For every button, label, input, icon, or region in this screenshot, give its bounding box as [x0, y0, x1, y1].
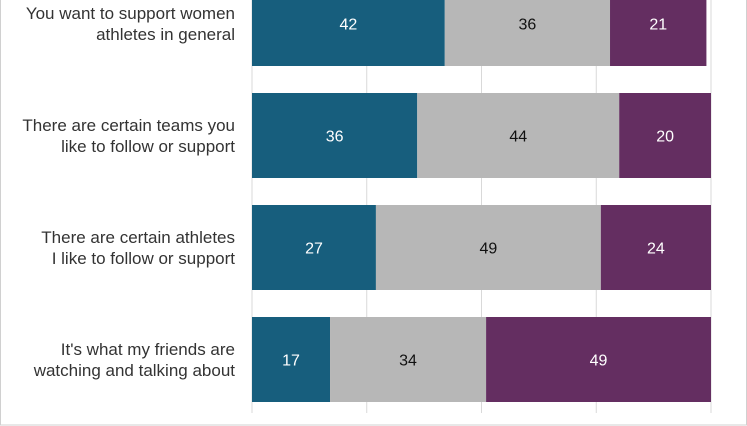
bar-segment [330, 317, 487, 402]
data-label: 24 [647, 241, 665, 258]
bar-segment [417, 93, 620, 178]
data-label: 42 [339, 17, 357, 34]
data-label: 21 [649, 17, 667, 34]
category-label: There are certain teams you [22, 116, 235, 135]
category-label: watching and talking about [33, 361, 236, 380]
data-label: 44 [509, 129, 527, 146]
bar-segment [619, 93, 711, 178]
category-labels: You want to support women athletes in gen… [22, 4, 235, 380]
bar-segment [444, 0, 611, 66]
category-label: There are certain athletes [41, 228, 235, 247]
bars-group: 42 36 21 36 44 20 27 49 24 17 34 49 [252, 0, 711, 402]
bar-segment [252, 205, 376, 290]
data-label: 34 [399, 353, 417, 370]
data-label: 49 [479, 241, 497, 258]
bar-segment [252, 0, 445, 66]
bar-segment [375, 205, 601, 290]
data-label: 20 [656, 129, 674, 146]
category-label: athletes in general [96, 25, 235, 44]
category-label: It's what my friends are [61, 340, 235, 359]
category-label: like to follow or support [61, 137, 235, 156]
data-label: 36 [519, 17, 537, 34]
data-label: 17 [282, 353, 300, 370]
data-label: 27 [305, 241, 323, 258]
category-label: You want to support women [26, 4, 235, 23]
bar-segment [610, 0, 707, 66]
data-label: 49 [590, 353, 608, 370]
bar-segment [252, 93, 418, 178]
bar-segment [600, 205, 711, 290]
bar-segment [252, 317, 331, 402]
bar-segment [486, 317, 711, 402]
data-label: 36 [326, 129, 344, 146]
category-label: I like to follow or support [52, 249, 236, 268]
